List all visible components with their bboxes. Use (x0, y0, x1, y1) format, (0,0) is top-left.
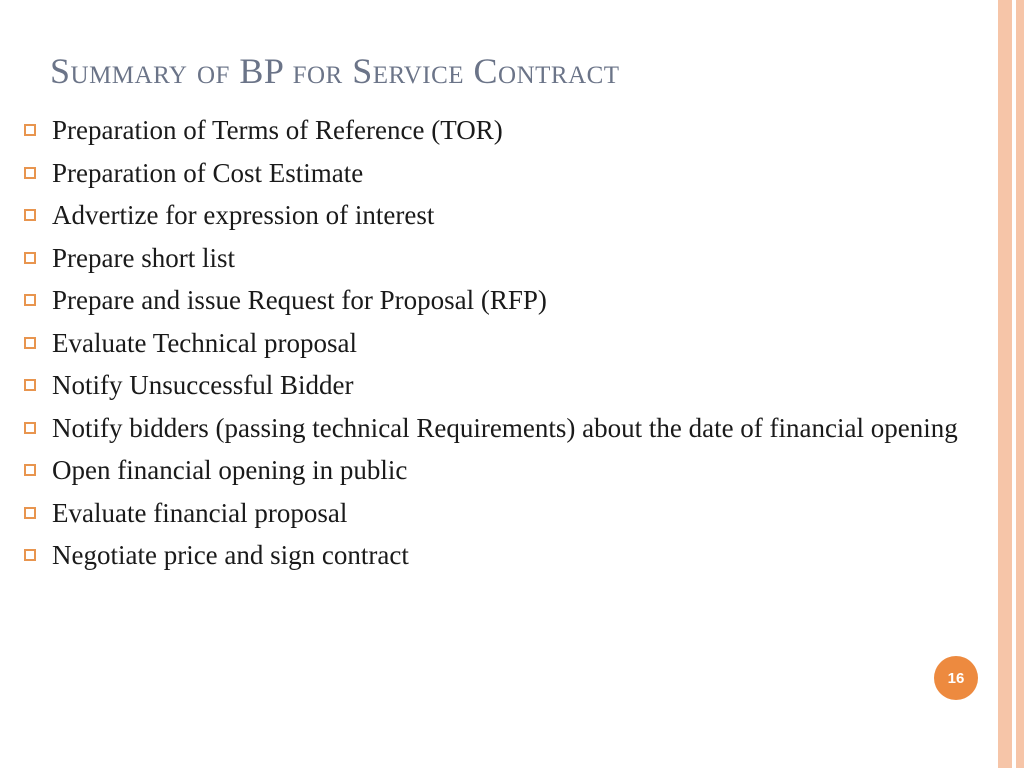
list-item: Evaluate financial proposal (20, 493, 976, 534)
list-item: Open financial opening in public (20, 450, 976, 491)
bullet-list: Preparation of Terms of Reference (TOR)P… (20, 110, 976, 576)
list-item-text: Notify Unsuccessful Bidder (52, 365, 976, 406)
bullet-square-icon (24, 464, 36, 476)
list-item-text: Evaluate financial proposal (52, 493, 976, 534)
bullet-square-icon (24, 549, 36, 561)
list-item: Notify bidders (passing technical Requir… (20, 408, 976, 449)
list-item-text: Preparation of Terms of Reference (TOR) (52, 110, 976, 151)
list-item-text: Evaluate Technical proposal (52, 323, 976, 364)
list-item-text: Open financial opening in public (52, 450, 976, 491)
slide-border-outer (1016, 0, 1024, 768)
slide-title: Summary of BP for Service Contract (50, 50, 976, 92)
list-item: Evaluate Technical proposal (20, 323, 976, 364)
bullet-square-icon (24, 337, 36, 349)
bullet-square-icon (24, 124, 36, 136)
bullet-square-icon (24, 294, 36, 306)
slide-border-inner (998, 0, 1012, 768)
list-item-text: Notify bidders (passing technical Requir… (52, 408, 976, 449)
list-item: Prepare short list (20, 238, 976, 279)
bullet-square-icon (24, 379, 36, 391)
list-item-text: Prepare short list (52, 238, 976, 279)
bullet-square-icon (24, 167, 36, 179)
list-item-text: Prepare and issue Request for Proposal (… (52, 280, 976, 321)
list-item: Advertize for expression of interest (20, 195, 976, 236)
list-item: Preparation of Cost Estimate (20, 153, 976, 194)
bullet-square-icon (24, 422, 36, 434)
list-item-text: Advertize for expression of interest (52, 195, 976, 236)
list-item-text: Negotiate price and sign contract (52, 535, 976, 576)
bullet-square-icon (24, 209, 36, 221)
bullet-square-icon (24, 507, 36, 519)
list-item: Prepare and issue Request for Proposal (… (20, 280, 976, 321)
list-item: Preparation of Terms of Reference (TOR) (20, 110, 976, 151)
slide-content: Summary of BP for Service Contract Prepa… (0, 0, 996, 768)
list-item: Notify Unsuccessful Bidder (20, 365, 976, 406)
page-number-badge: 16 (934, 656, 978, 700)
bullet-square-icon (24, 252, 36, 264)
list-item: Negotiate price and sign contract (20, 535, 976, 576)
list-item-text: Preparation of Cost Estimate (52, 153, 976, 194)
